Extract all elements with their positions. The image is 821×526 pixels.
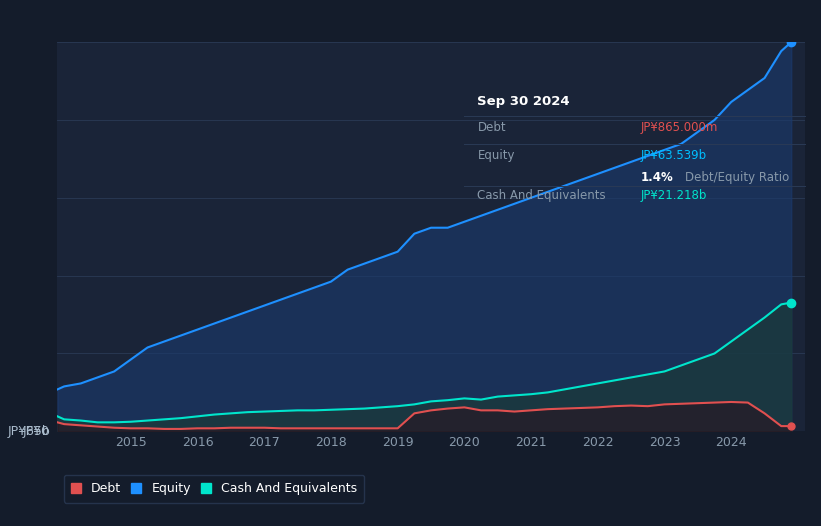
Text: Debt/Equity Ratio: Debt/Equity Ratio [686, 171, 790, 184]
Text: Sep 30 2024: Sep 30 2024 [478, 95, 570, 108]
Text: JP¥0: JP¥0 [23, 425, 50, 438]
Text: Cash And Equivalents: Cash And Equivalents [478, 189, 606, 203]
Text: 1.4%: 1.4% [641, 171, 674, 184]
Text: JP¥865.000m: JP¥865.000m [641, 122, 718, 135]
Text: Debt: Debt [478, 122, 506, 135]
Text: JP¥21.218b: JP¥21.218b [641, 189, 708, 203]
Text: JP¥63.539b: JP¥63.539b [641, 149, 707, 161]
Text: Equity: Equity [478, 149, 515, 161]
Legend: Debt, Equity, Cash And Equivalents: Debt, Equity, Cash And Equivalents [64, 475, 365, 503]
Text: JP¥65b: JP¥65b [7, 426, 50, 438]
